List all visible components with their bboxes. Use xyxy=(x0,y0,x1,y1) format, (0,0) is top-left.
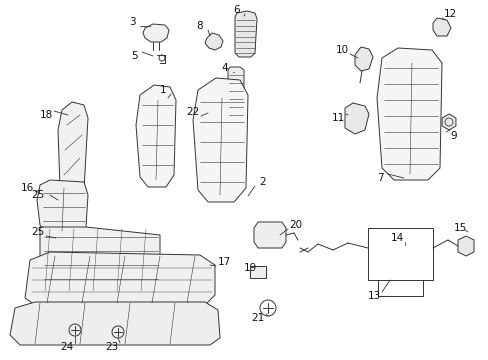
Polygon shape xyxy=(376,48,441,180)
Polygon shape xyxy=(204,33,223,50)
Polygon shape xyxy=(235,11,257,57)
Bar xyxy=(367,228,432,280)
Text: 25: 25 xyxy=(31,227,44,237)
Polygon shape xyxy=(345,103,368,134)
Text: 7: 7 xyxy=(376,173,383,183)
Text: 8: 8 xyxy=(196,21,203,31)
Text: 9: 9 xyxy=(450,131,456,141)
Polygon shape xyxy=(432,18,450,36)
Text: 14: 14 xyxy=(389,233,403,243)
Text: 6: 6 xyxy=(233,5,240,15)
Text: 1: 1 xyxy=(160,85,166,95)
Text: 25: 25 xyxy=(31,190,44,200)
Text: 11: 11 xyxy=(331,113,344,123)
Polygon shape xyxy=(37,180,88,235)
Polygon shape xyxy=(25,252,215,305)
Text: 18: 18 xyxy=(40,110,53,120)
Polygon shape xyxy=(354,47,372,71)
Text: 4: 4 xyxy=(221,63,228,73)
Text: 17: 17 xyxy=(217,257,230,267)
Text: 10: 10 xyxy=(335,45,348,55)
Text: 19: 19 xyxy=(243,263,256,273)
Polygon shape xyxy=(253,222,285,248)
Text: 20: 20 xyxy=(289,220,302,230)
Text: 13: 13 xyxy=(366,291,380,301)
Polygon shape xyxy=(193,78,247,202)
Text: 2: 2 xyxy=(259,177,266,187)
Polygon shape xyxy=(136,85,176,187)
Polygon shape xyxy=(142,24,169,42)
Text: 16: 16 xyxy=(20,183,34,193)
Polygon shape xyxy=(457,236,473,256)
Text: 24: 24 xyxy=(60,342,74,352)
Polygon shape xyxy=(441,114,455,130)
Text: 5: 5 xyxy=(130,51,137,61)
Text: 12: 12 xyxy=(443,9,456,19)
Polygon shape xyxy=(10,302,220,345)
Polygon shape xyxy=(40,227,160,293)
Text: 21: 21 xyxy=(251,313,264,323)
Text: 22: 22 xyxy=(186,107,199,117)
Polygon shape xyxy=(196,107,224,131)
Text: 23: 23 xyxy=(105,342,119,352)
Polygon shape xyxy=(227,67,244,125)
Polygon shape xyxy=(58,102,88,200)
Polygon shape xyxy=(249,266,265,278)
Text: 15: 15 xyxy=(452,223,466,233)
Text: 3: 3 xyxy=(128,17,135,27)
